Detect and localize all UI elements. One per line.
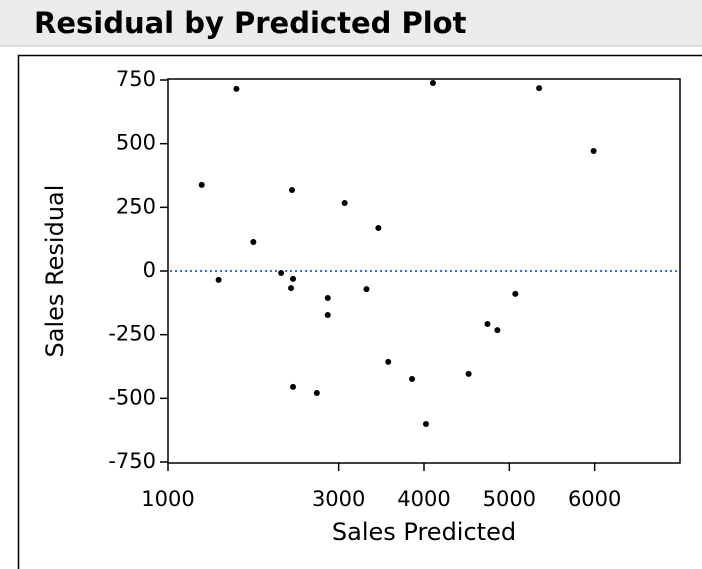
- y-tick-label: -750: [108, 449, 156, 473]
- point: [290, 275, 297, 282]
- point: [288, 187, 295, 194]
- y-tick-label: 0: [143, 258, 156, 282]
- x-tick-label: 6000: [568, 487, 621, 511]
- chart-title: Residual by Predicted Plot: [34, 6, 467, 40]
- point: [313, 389, 320, 396]
- y-tick-label: -500: [108, 385, 156, 409]
- x-tick-label: 3000: [312, 487, 365, 511]
- x-tick-label: 5000: [483, 487, 536, 511]
- point: [233, 85, 240, 92]
- point: [465, 370, 472, 377]
- outline-frame: [17, 54, 702, 569]
- y-tick-label: 500: [116, 131, 156, 155]
- point: [494, 327, 501, 334]
- x-tick-label: 1000: [141, 487, 194, 511]
- point: [375, 224, 382, 231]
- point: [429, 80, 436, 87]
- point: [324, 294, 331, 301]
- y-tick-label: 250: [116, 194, 156, 218]
- y-tick-label: 750: [116, 67, 156, 91]
- point: [363, 286, 370, 293]
- point: [512, 290, 519, 297]
- point: [385, 358, 392, 365]
- point: [250, 238, 257, 245]
- point: [324, 312, 331, 319]
- point: [536, 85, 543, 92]
- point: [215, 276, 222, 283]
- point: [278, 270, 285, 277]
- point: [288, 285, 295, 292]
- point: [484, 320, 491, 327]
- plot-frame: [167, 78, 681, 464]
- y-axis-label: Sales Residual: [41, 185, 69, 358]
- point: [198, 181, 205, 188]
- point: [341, 200, 348, 207]
- point: [590, 148, 597, 155]
- x-axis-label: Sales Predicted: [332, 518, 516, 546]
- title-bar: [0, 0, 702, 46]
- point: [422, 421, 429, 428]
- x-tick-label: 4000: [397, 487, 450, 511]
- point: [409, 375, 416, 382]
- point: [290, 383, 297, 390]
- y-tick-label: -250: [108, 322, 156, 346]
